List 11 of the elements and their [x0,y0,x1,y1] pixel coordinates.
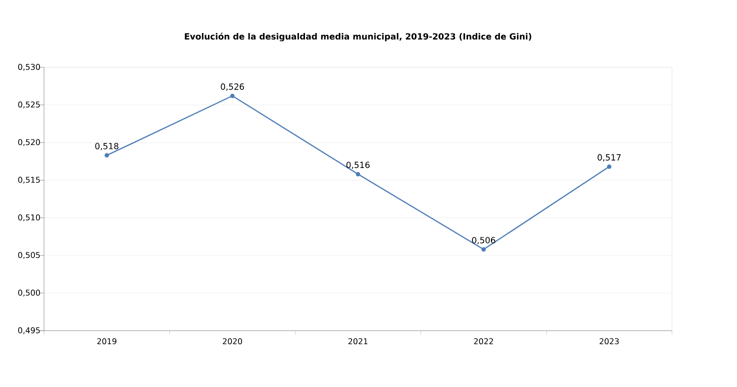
point [356,172,360,176]
chart-title: Evolución de la desigualdad media municipal, 2019-2023 (Indice de Gini) [184,32,532,42]
point [481,247,486,252]
point [104,153,110,158]
point [607,164,612,169]
data-label: 0,517 [598,154,621,162]
point [230,94,235,98]
data-label: 0,516 [346,162,370,169]
data-label: 0,526 [220,83,244,91]
data-label: 0,506 [472,236,496,244]
data-label: 0,518 [95,142,118,150]
